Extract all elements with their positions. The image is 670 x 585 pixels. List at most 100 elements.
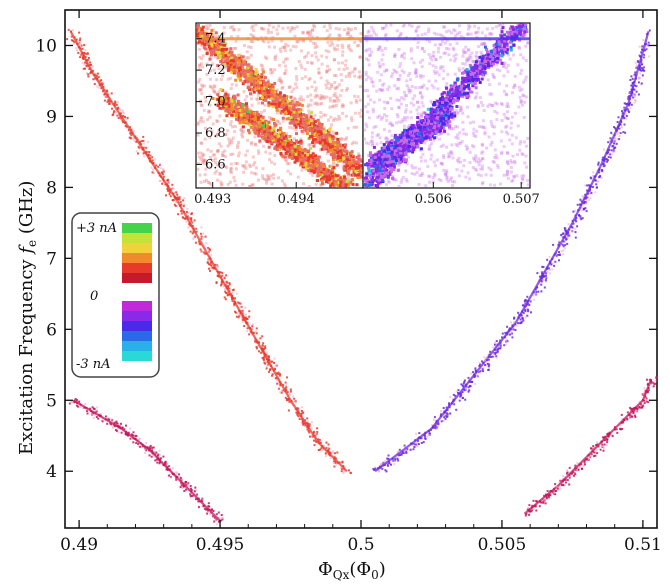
data-point bbox=[313, 430, 315, 433]
data-point bbox=[314, 439, 317, 442]
inset-cell bbox=[273, 82, 277, 85]
data-point bbox=[267, 355, 270, 358]
data-point bbox=[194, 241, 197, 244]
inset-cell bbox=[347, 161, 351, 165]
inset-cell bbox=[329, 151, 332, 155]
inset-cell bbox=[225, 58, 229, 62]
data-point bbox=[224, 288, 226, 291]
data-point bbox=[182, 205, 185, 208]
inset-cell bbox=[251, 155, 255, 159]
inset-cell bbox=[233, 62, 237, 66]
data-point bbox=[647, 44, 650, 47]
inset-cell bbox=[252, 90, 256, 94]
inset-cell bbox=[299, 115, 303, 119]
inset-cell bbox=[315, 103, 319, 107]
inset-cell bbox=[200, 28, 204, 32]
data-point bbox=[526, 295, 529, 298]
data-point bbox=[78, 39, 81, 42]
data-point bbox=[95, 409, 98, 412]
inset-cell bbox=[226, 183, 230, 187]
inset-cell bbox=[341, 53, 344, 57]
data-point bbox=[129, 132, 132, 135]
data-point bbox=[325, 441, 328, 444]
inset-cell bbox=[351, 155, 355, 159]
inset-cell bbox=[317, 71, 321, 75]
inset-cell bbox=[328, 96, 332, 100]
inset-cell bbox=[312, 144, 316, 148]
data-point bbox=[206, 247, 209, 250]
inset-cell bbox=[220, 60, 224, 64]
data-point bbox=[549, 272, 551, 275]
data-point bbox=[263, 356, 266, 359]
data-point bbox=[646, 378, 648, 381]
inset-cell bbox=[199, 88, 203, 92]
inset-cell bbox=[199, 99, 203, 103]
data-point bbox=[637, 81, 640, 84]
data-point bbox=[535, 294, 538, 296]
inset-cell bbox=[261, 39, 265, 42]
data-point bbox=[142, 135, 145, 138]
inset-cell bbox=[344, 114, 348, 118]
inset-cell bbox=[295, 132, 298, 136]
y-tick-label: 5 bbox=[46, 391, 57, 411]
inset-cell bbox=[203, 173, 207, 177]
inset-cell bbox=[232, 47, 236, 51]
data-point bbox=[289, 388, 292, 391]
inset-cell bbox=[353, 74, 357, 78]
inset-cell bbox=[202, 159, 206, 163]
inset-cell bbox=[198, 64, 201, 68]
data-point bbox=[620, 413, 623, 416]
data-point bbox=[568, 483, 571, 486]
data-point bbox=[207, 502, 210, 505]
data-point bbox=[341, 468, 343, 470]
data-point bbox=[223, 275, 226, 278]
data-point bbox=[601, 445, 604, 448]
inset-cell bbox=[250, 103, 254, 107]
data-point bbox=[339, 467, 342, 470]
data-point bbox=[428, 432, 431, 435]
data-point bbox=[180, 212, 183, 215]
series-trace bbox=[571, 165, 602, 224]
data-point bbox=[631, 82, 634, 85]
data-point bbox=[638, 407, 641, 410]
inset-cell bbox=[270, 117, 274, 121]
data-point bbox=[426, 435, 429, 438]
data-point bbox=[302, 423, 305, 426]
data-point bbox=[420, 437, 423, 440]
inset-cell bbox=[291, 44, 295, 48]
data-point bbox=[641, 406, 644, 409]
data-point bbox=[547, 495, 550, 498]
data-point bbox=[97, 417, 100, 420]
data-point bbox=[645, 48, 648, 51]
data-point bbox=[601, 169, 603, 172]
inset-cell bbox=[317, 124, 321, 128]
data-point bbox=[341, 461, 344, 464]
data-point bbox=[165, 194, 167, 197]
inset-cell bbox=[273, 162, 277, 166]
data-point bbox=[145, 146, 148, 149]
inset-cell bbox=[224, 50, 228, 54]
data-point bbox=[403, 444, 406, 447]
data-point bbox=[110, 92, 113, 95]
inset-cell bbox=[309, 103, 313, 107]
inset-cell bbox=[252, 28, 256, 32]
data-point bbox=[596, 443, 599, 446]
data-point bbox=[135, 140, 138, 143]
data-point bbox=[615, 428, 618, 431]
data-point bbox=[75, 404, 78, 407]
data-point bbox=[85, 72, 88, 75]
data-point bbox=[268, 370, 270, 373]
data-point bbox=[300, 410, 303, 412]
data-point bbox=[172, 467, 174, 470]
data-point bbox=[116, 427, 119, 430]
data-point bbox=[251, 323, 254, 326]
data-point bbox=[209, 269, 211, 272]
inset-cell bbox=[244, 80, 248, 84]
data-point bbox=[540, 501, 543, 504]
inset-cell bbox=[300, 168, 304, 172]
series-trace bbox=[261, 350, 292, 401]
data-point bbox=[147, 141, 150, 144]
data-point bbox=[192, 236, 195, 239]
inset-cell bbox=[347, 172, 351, 176]
series-trace bbox=[72, 399, 122, 430]
